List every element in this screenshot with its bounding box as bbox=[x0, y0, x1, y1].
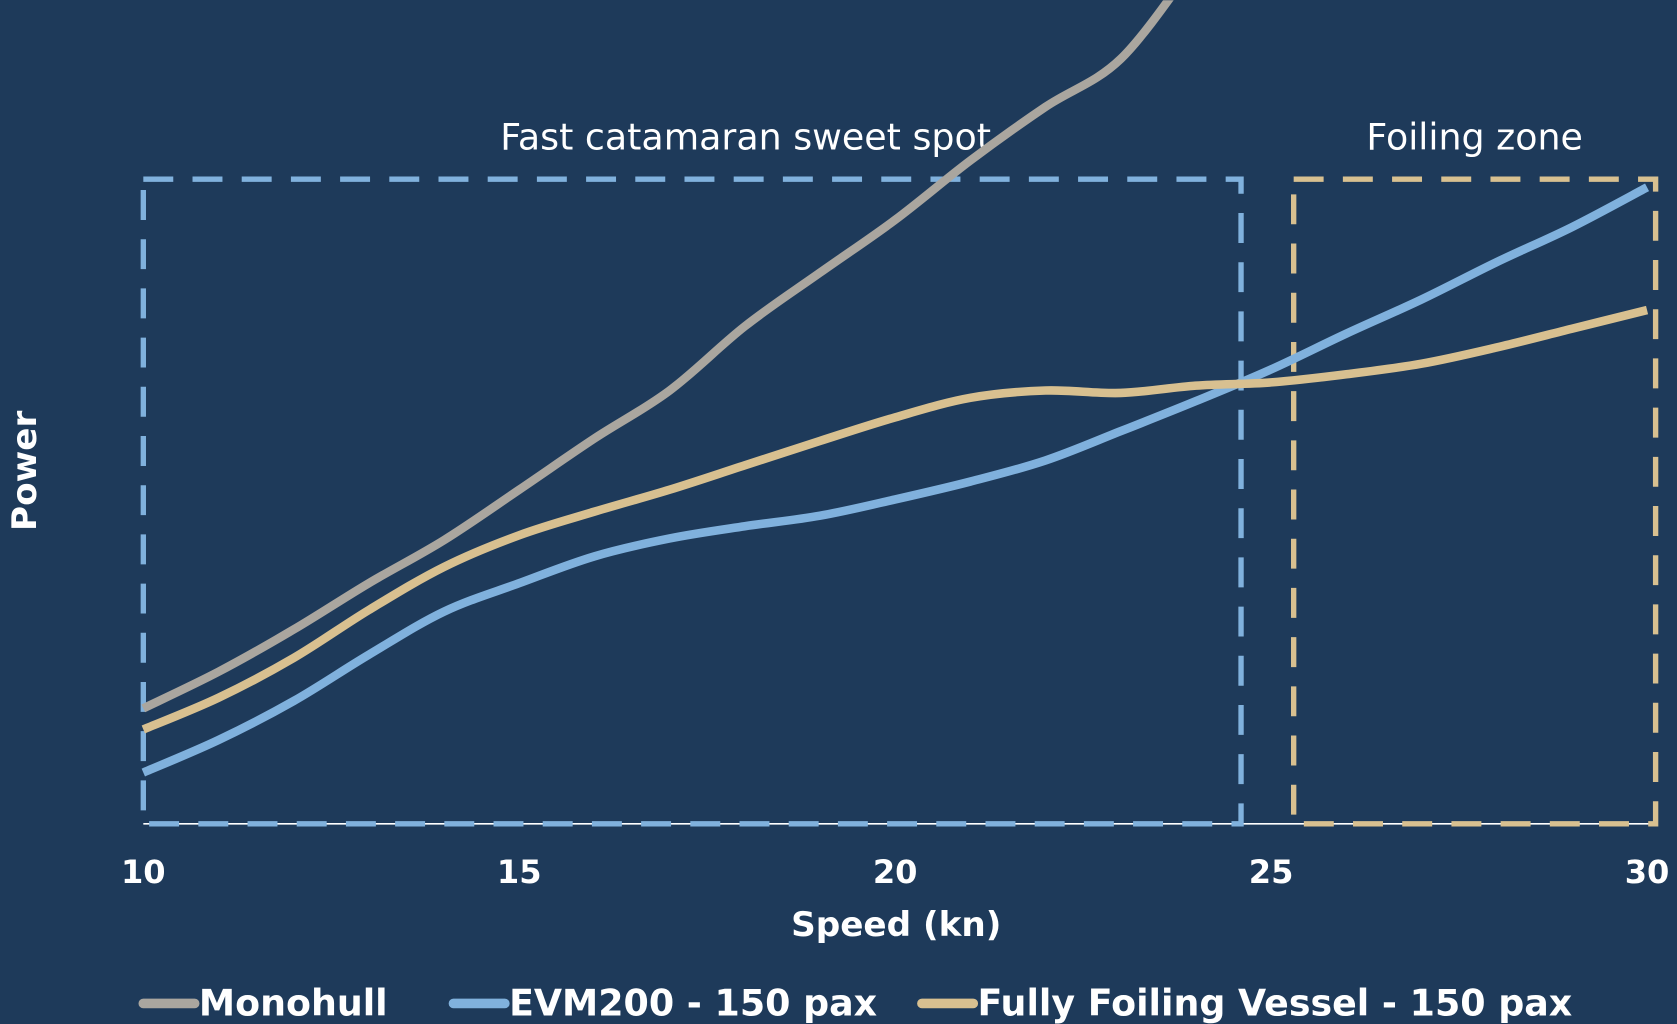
legend-label: Monohull bbox=[199, 982, 388, 1024]
region-label: Fast catamaran sweet spot bbox=[500, 115, 991, 158]
x-tick-label: 25 bbox=[1249, 853, 1294, 891]
legend-label: EVM200 - 150 pax bbox=[509, 982, 877, 1024]
x-tick-label: 20 bbox=[873, 853, 918, 891]
x-tick-label: 10 bbox=[121, 853, 166, 891]
legend-label: Fully Foiling Vessel - 150 pax bbox=[978, 982, 1573, 1024]
series-line bbox=[141, 0, 1174, 713]
region-label: Foiling zone bbox=[1366, 115, 1583, 158]
y-axis-title: Power bbox=[5, 411, 45, 531]
region-box bbox=[1291, 176, 1659, 827]
x-tick-label: 30 bbox=[1625, 853, 1670, 891]
series-line bbox=[141, 305, 1649, 734]
plot-area bbox=[141, 0, 1650, 777]
x-axis-title: Speed (kn) bbox=[791, 905, 1001, 945]
region-box bbox=[140, 176, 1244, 827]
series-line bbox=[141, 183, 1650, 777]
x-tick-label: 15 bbox=[497, 853, 542, 891]
